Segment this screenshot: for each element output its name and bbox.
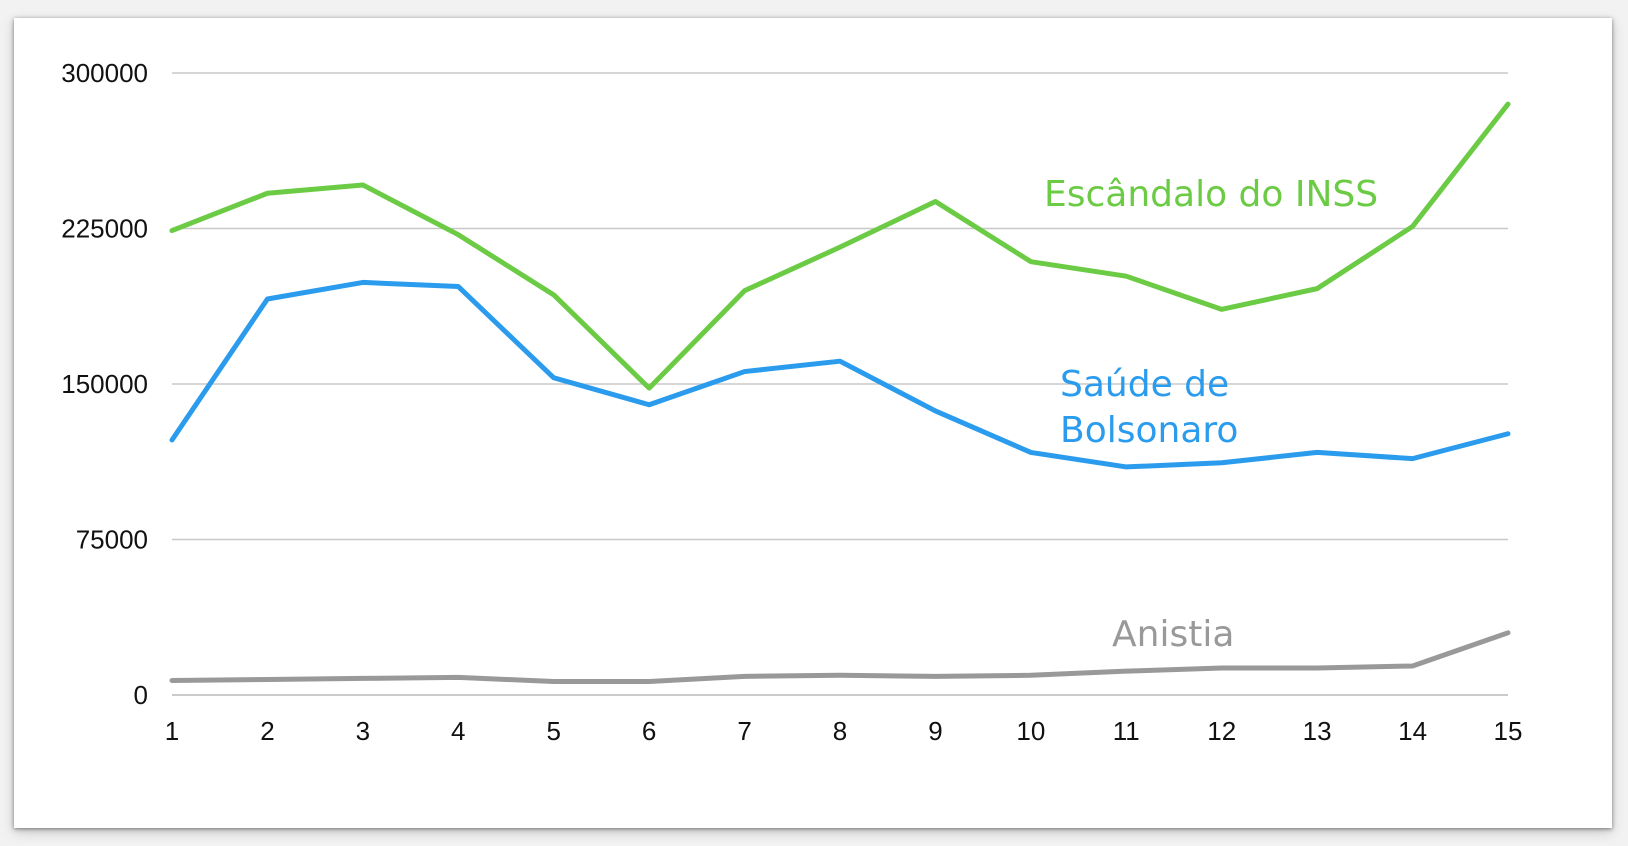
x-axis-ticks: 1 2 3 4 5 6 7 8 9 10 11 12 13 14 15: [165, 716, 1523, 746]
series-line-2: [169, 630, 1511, 685]
series-label-anistia: Anistia: [1112, 614, 1234, 655]
x-tick-label: 8: [833, 716, 847, 746]
y-axis-ticks: 0 75000 150000 225000 300000: [61, 58, 148, 710]
series-line-0: [169, 101, 1511, 391]
y-tick-label: 225000: [61, 214, 148, 244]
x-tick-label: 12: [1207, 716, 1236, 746]
y-tick-label: 75000: [76, 525, 148, 555]
x-tick-label: 6: [642, 716, 656, 746]
series-line-1: [169, 279, 1511, 470]
x-tick-label: 4: [451, 716, 465, 746]
x-tick-label: 1: [165, 716, 179, 746]
x-tick-label: 13: [1303, 716, 1332, 746]
series-layer: [169, 101, 1511, 685]
chart-card: 0 75000 150000 225000 300000 1 2 3 4 5 6 7 8 9 10 11 12…: [14, 18, 1612, 828]
x-tick-label: 3: [356, 716, 370, 746]
grid-layer: [172, 72, 1508, 696]
x-tick-label: 2: [260, 716, 274, 746]
series-label-escandalo-do-inss: Escândalo do INSS: [1044, 174, 1378, 215]
y-tick-label: 150000: [61, 369, 148, 399]
x-tick-label: 9: [928, 716, 942, 746]
x-tick-label: 14: [1398, 716, 1427, 746]
x-tick-label: 10: [1016, 716, 1045, 746]
x-tick-label: 11: [1113, 716, 1140, 746]
x-tick-label: 7: [737, 716, 751, 746]
y-tick-label: 300000: [61, 58, 148, 88]
x-tick-label: 15: [1494, 716, 1523, 746]
series-labels: Escândalo do INSS Saúde de Bolsonaro Ani…: [1044, 174, 1378, 655]
series-label-saude-de-bolsonaro-line2: Bolsonaro: [1060, 410, 1238, 451]
series-label-saude-de-bolsonaro-line1: Saúde de: [1060, 364, 1229, 405]
x-tick-label: 5: [546, 716, 560, 746]
y-tick-label: 0: [134, 680, 148, 710]
